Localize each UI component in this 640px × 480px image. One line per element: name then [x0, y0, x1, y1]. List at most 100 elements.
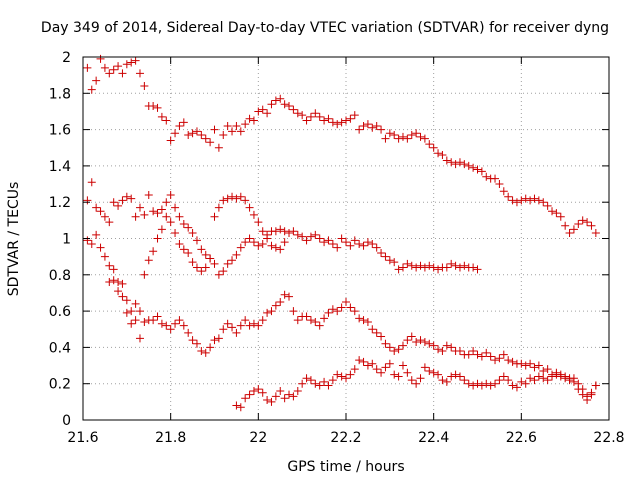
- data-point-track-c: [482, 348, 491, 357]
- data-point-track-c: [368, 325, 377, 334]
- data-point-track-e: [420, 363, 429, 372]
- data-point-track-b: [228, 192, 237, 201]
- data-point-track-a: [530, 194, 539, 203]
- data-point-track-c: [197, 347, 206, 356]
- data-point-track-d: [122, 308, 131, 317]
- data-point-track-e: [521, 379, 530, 388]
- data-point-track-b: [157, 205, 166, 214]
- data-point-track-c: [464, 350, 473, 359]
- x-tick-label: 22.8: [593, 430, 624, 446]
- data-point-track-c: [333, 307, 342, 316]
- data-point-track-b: [236, 192, 245, 201]
- data-point-track-e: [583, 396, 592, 405]
- data-point-track-c: [473, 350, 482, 359]
- data-point-track-c: [359, 316, 368, 325]
- data-point-track-c: [539, 366, 548, 375]
- data-point-track-c: [87, 239, 96, 248]
- data-point-track-d: [315, 234, 324, 243]
- data-point-track-d: [223, 259, 232, 268]
- data-point-track-d: [271, 227, 280, 236]
- data-point-track-e: [591, 381, 600, 390]
- data-point-track-b: [144, 190, 153, 199]
- data-point-track-c: [526, 359, 535, 368]
- data-point-track-e: [482, 379, 491, 388]
- data-point-track-a: [236, 127, 245, 136]
- data-point-track-e: [298, 379, 307, 388]
- data-point-track-e: [565, 376, 574, 385]
- data-point-track-a: [552, 209, 561, 218]
- data-point-track-c: [530, 363, 539, 372]
- data-point-track-c: [363, 317, 372, 326]
- data-point-track-e: [241, 394, 250, 403]
- data-point-track-e: [377, 368, 386, 377]
- data-point-track-e: [508, 381, 517, 390]
- data-point-track-e: [504, 376, 513, 385]
- data-point-track-c: [420, 337, 429, 346]
- data-point-track-d: [342, 238, 350, 247]
- data-point-track-a: [420, 134, 429, 143]
- data-point-track-e: [569, 377, 578, 386]
- data-point-track-e: [359, 357, 368, 366]
- data-point-track-a: [372, 121, 381, 130]
- data-point-track-a: [583, 218, 592, 227]
- y-tick-label: 0.2: [49, 377, 71, 393]
- data-point-track-c: [438, 347, 447, 356]
- data-point-track-a: [477, 167, 486, 176]
- data-point-track-e: [574, 385, 583, 394]
- data-point-track-e: [412, 379, 421, 388]
- data-point-track-a: [521, 194, 530, 203]
- data-point-track-b: [241, 196, 250, 205]
- data-point-track-b: [276, 245, 285, 254]
- data-point-track-c: [223, 319, 232, 328]
- data-point-track-e: [276, 386, 285, 395]
- data-point-track-a: [118, 69, 127, 78]
- data-point-track-e: [385, 359, 394, 368]
- data-point-track-a: [114, 62, 123, 71]
- data-point-track-d: [381, 252, 390, 261]
- data-point-track-b: [109, 198, 118, 207]
- data-point-track-e: [306, 376, 315, 385]
- data-point-track-a: [359, 121, 368, 130]
- data-point-track-d: [188, 258, 197, 267]
- data-point-track-d: [118, 292, 127, 301]
- data-point-track-a: [192, 127, 201, 136]
- data-point-track-a: [425, 140, 434, 149]
- data-point-track-c: [302, 312, 311, 321]
- data-point-track-d: [298, 232, 307, 241]
- data-point-track-e: [434, 370, 443, 379]
- data-point-track-d: [179, 245, 188, 254]
- data-point-track-c: [447, 343, 456, 352]
- data-point-track-e: [350, 365, 359, 374]
- data-point-track-b: [254, 218, 263, 227]
- data-point-track-e: [556, 370, 565, 379]
- data-point-track-c: [416, 336, 425, 345]
- data-point-track-e: [451, 370, 460, 379]
- data-point-track-d: [201, 263, 210, 272]
- data-point-track-d: [442, 263, 451, 272]
- data-point-track-c: [534, 361, 543, 370]
- data-point-track-c: [210, 336, 219, 345]
- data-point-track-a: [100, 63, 109, 72]
- data-point-track-d: [398, 263, 407, 272]
- data-point-track-b: [192, 236, 201, 245]
- data-point-track-b: [149, 207, 158, 216]
- data-point-track-d: [175, 239, 184, 248]
- data-point-track-a: [539, 198, 548, 207]
- data-point-track-d: [254, 241, 263, 250]
- data-point-track-d: [131, 316, 140, 325]
- data-point-track-b: [184, 223, 193, 232]
- data-point-track-c: [385, 343, 394, 352]
- data-point-track-a: [442, 156, 451, 165]
- data-point-track-e: [263, 396, 272, 405]
- data-point-track-e: [578, 390, 587, 399]
- data-point-track-b: [214, 203, 223, 212]
- y-tick-label: 0: [62, 413, 71, 429]
- data-point-track-e: [254, 385, 263, 394]
- data-point-track-d: [192, 263, 201, 272]
- data-point-track-a: [333, 120, 342, 129]
- data-point-track-c: [263, 308, 272, 317]
- data-point-track-e: [368, 359, 377, 368]
- data-point-track-c: [455, 347, 464, 356]
- data-point-track-c: [491, 356, 500, 365]
- data-point-track-c: [285, 292, 294, 301]
